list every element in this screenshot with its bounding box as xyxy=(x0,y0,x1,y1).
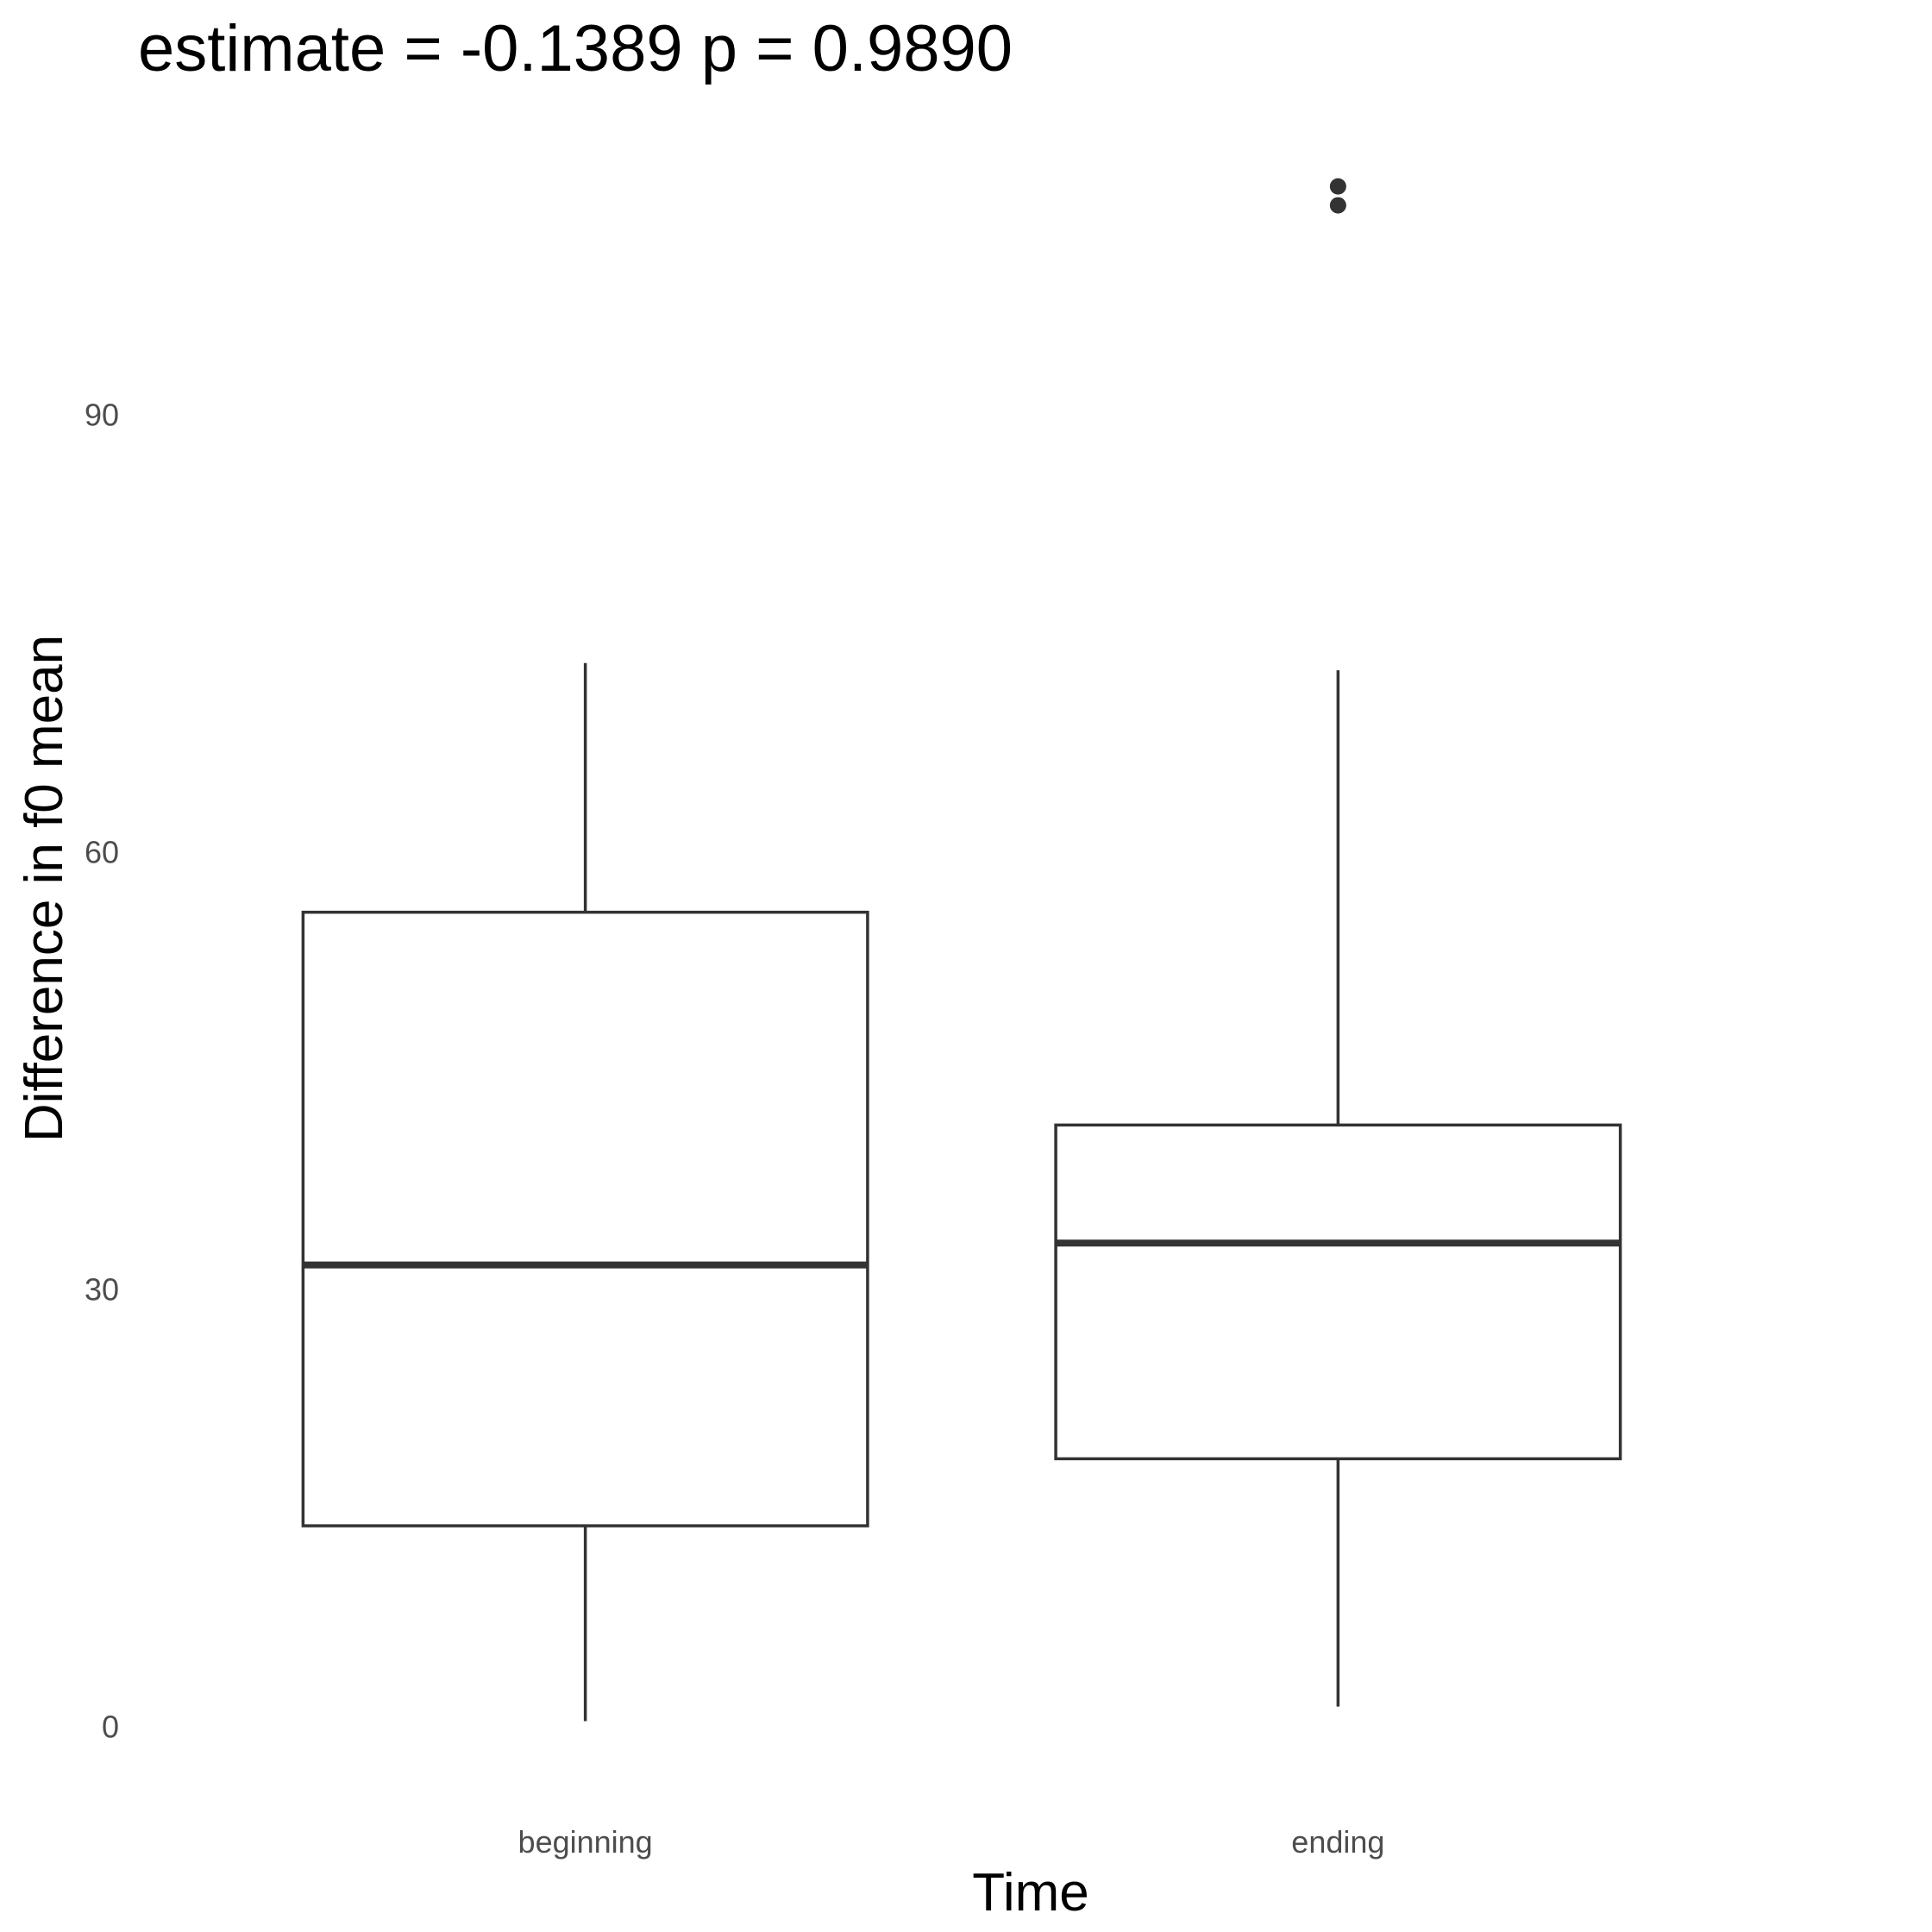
y-axis-title: Difference in f0 mean xyxy=(15,635,74,1142)
iqr-box xyxy=(301,910,869,1527)
iqr-box xyxy=(1054,1123,1622,1461)
x-tick-label: ending xyxy=(1291,1824,1384,1860)
boxes-layer xyxy=(301,178,1622,1722)
x-axis-ticks: beginning ending xyxy=(518,1824,1385,1860)
y-axis-ticks: 0 30 60 90 xyxy=(85,397,119,1744)
y-tick-label: 60 xyxy=(85,834,119,869)
outlier-point xyxy=(1329,178,1346,195)
y-tick-label: 0 xyxy=(102,1709,119,1744)
outlier-point xyxy=(1329,197,1346,214)
box-beginning xyxy=(301,662,869,1722)
y-tick-label: 90 xyxy=(85,397,119,432)
chart-title: estimate = -0.1389 p = 0.9890 xyxy=(138,12,1013,85)
x-axis-title: Time xyxy=(972,1863,1088,1923)
y-tick-label: 30 xyxy=(85,1271,119,1307)
box-ending xyxy=(1054,178,1622,1707)
x-tick-label: beginning xyxy=(518,1824,653,1860)
